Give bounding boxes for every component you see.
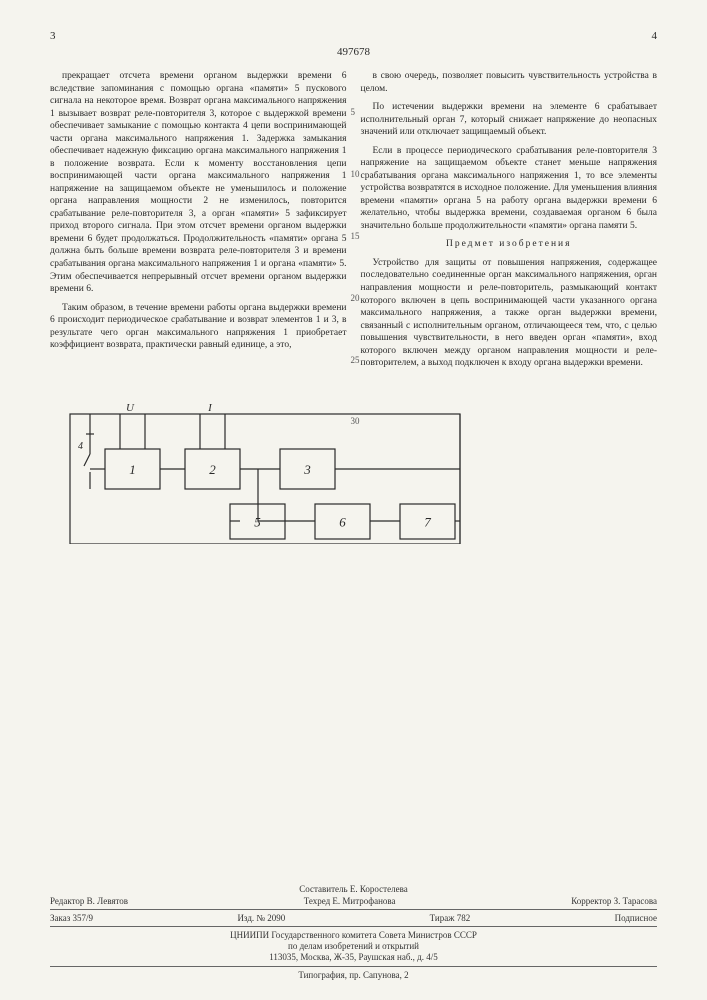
footer-corrector: Корректор З. Тарасова [571, 896, 657, 906]
footer-printer: Типография, пр. Сапунова, 2 [50, 966, 657, 980]
svg-text:6: 6 [339, 514, 346, 529]
footer-credits: Редактор В. Левятов Техред Е. Митрофанов… [50, 896, 657, 906]
footer-podpisnoe: Подписное [615, 913, 657, 923]
footer-order: Заказ 357/9 [50, 913, 93, 923]
text-columns: прекращает отсчета времени органом выдер… [50, 70, 657, 376]
footer-print-info: Заказ 357/9 Изд. № 2090 Тираж 782 Подпис… [50, 909, 657, 927]
paragraph: прекращает отсчета времени органом выдер… [50, 70, 347, 296]
page: 3 4 497678 прекращает отсчета времени ор… [0, 0, 707, 1000]
column-right: 5 10 15 20 25 30 в свою очередь, позволя… [361, 70, 658, 376]
patent-number: 497678 [50, 46, 657, 58]
footer: Составитель Е. Коростелева Редактор В. Л… [50, 884, 657, 980]
page-number-right: 4 [652, 30, 658, 42]
paragraph: По истечении выдержки времени на элемент… [361, 101, 658, 139]
svg-text:2: 2 [209, 462, 216, 477]
footer-izd: Изд. № 2090 [237, 913, 285, 923]
svg-text:4: 4 [78, 441, 83, 452]
paragraph: Если в процессе периодического срабатыва… [361, 145, 658, 233]
claim-title: Предмет изобретения [361, 238, 658, 251]
block-diagram: 123567UI4 [50, 394, 480, 544]
column-left: прекращает отсчета времени органом выдер… [50, 70, 347, 376]
header-row: 3 4 [50, 30, 657, 42]
footer-tirazh: Тираж 782 [430, 913, 471, 923]
svg-text:1: 1 [129, 462, 136, 477]
svg-text:I: I [207, 402, 213, 414]
footer-techred: Техред Е. Митрофанова [304, 896, 396, 906]
paragraph: в свою очередь, позволяет повысить чувст… [361, 70, 658, 95]
claim-paragraph: Устройство для защиты от повышения напря… [361, 257, 658, 370]
paragraph: Таким образом, в течение времени работы … [50, 302, 347, 352]
svg-text:3: 3 [303, 462, 311, 477]
footer-editor: Редактор В. Левятов [50, 896, 128, 906]
footer-org: ЦНИИПИ Государственного комитета Совета … [50, 930, 657, 962]
page-number-left: 3 [50, 30, 56, 42]
footer-composer: Составитель Е. Коростелева [50, 884, 657, 894]
line-numbers: 5 10 15 20 25 30 [351, 70, 365, 428]
svg-text:7: 7 [424, 514, 431, 529]
svg-text:U: U [126, 402, 135, 414]
